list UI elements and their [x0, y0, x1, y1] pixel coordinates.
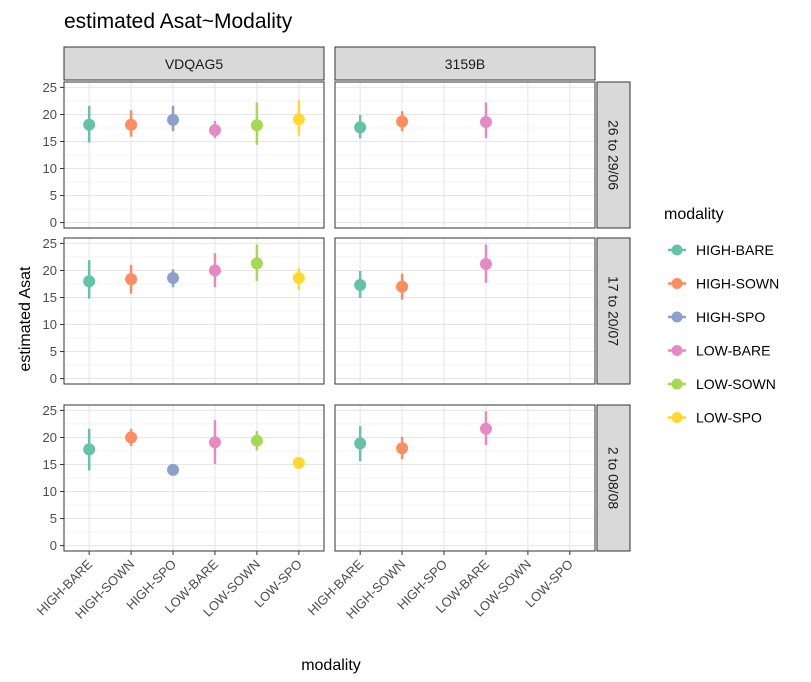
x-axis-title: modality: [301, 657, 361, 674]
data-point: [83, 275, 96, 288]
legend-label: LOW-SOWN: [696, 376, 776, 392]
facet-panel: [334, 81, 596, 229]
data-point: [292, 456, 305, 469]
y-tick-label: 5: [50, 344, 57, 359]
panel-border: [334, 404, 596, 552]
row-strip-label: 17 to 20/07: [606, 276, 622, 346]
facet-panel: 0 5 10 15 20 25: [43, 403, 325, 553]
y-tick-label: 25: [43, 80, 57, 95]
panel-border: [63, 404, 325, 552]
y-tick-label: 0: [50, 538, 57, 553]
legend-key-dot: [671, 345, 683, 356]
row-strip-label: 26 to 29/06: [606, 120, 622, 190]
y-tick-label: 0: [50, 215, 57, 230]
y-tick-label: 10: [43, 484, 57, 499]
data-point: [250, 257, 263, 270]
data-point: [167, 272, 180, 285]
panel-border: [63, 237, 325, 385]
y-tick-label: 0: [50, 371, 57, 386]
data-point: [354, 437, 367, 450]
y-tick-label: 15: [43, 134, 57, 149]
data-point: [479, 422, 492, 435]
legend-label: LOW-BARE: [696, 343, 770, 359]
data-point: [167, 113, 180, 126]
column-strip: [334, 46, 596, 81]
data-point: [354, 279, 367, 292]
data-point: [208, 124, 221, 137]
chart-title: estimated Asat~Modality: [64, 10, 293, 33]
data-point: [125, 118, 138, 131]
data-point: [292, 272, 305, 285]
legend-key-dot: [671, 244, 683, 256]
legend-key-dot: [671, 412, 683, 423]
data-point: [83, 118, 96, 131]
y-tick-label: 15: [43, 457, 57, 472]
data-point: [125, 431, 138, 444]
column-strip-label: VDQAG5: [165, 56, 224, 72]
y-tick-label: 20: [43, 263, 57, 278]
panel-border: [334, 237, 596, 385]
row-strip: [596, 404, 631, 552]
row-strip-label: 2 to 08/08: [606, 447, 622, 509]
legend-label: HIGH-SPO: [696, 309, 765, 325]
y-tick-label: 10: [43, 161, 57, 176]
facet-panel: 0 5 10 15 20 25: [43, 80, 325, 230]
data-point: [396, 442, 409, 455]
data-point: [250, 119, 263, 132]
legend-key-dot: [671, 378, 683, 390]
data-point: [83, 443, 96, 456]
data-point: [354, 121, 367, 134]
data-point: [125, 273, 138, 286]
row-strip: [596, 237, 631, 385]
y-axis-title: estimated Asat: [17, 266, 34, 372]
legend-label: LOW-SPO: [696, 410, 762, 426]
data-point: [167, 463, 180, 476]
data-point: [208, 264, 221, 277]
column-strip: [63, 46, 325, 81]
y-tick-label: 25: [43, 236, 57, 251]
data-point: [250, 434, 263, 447]
data-point: [292, 113, 305, 126]
legend-title: modality: [664, 206, 724, 223]
legend-key-dot: [671, 311, 683, 323]
legend-label: HIGH-BARE: [696, 242, 774, 258]
data-point: [208, 436, 221, 449]
y-tick-label: 15: [43, 290, 57, 305]
legend-label: HIGH-SOWN: [696, 276, 779, 292]
legend-items: HIGH-BARE HIGH-SOWN HIGH-SPO LOW-BARE LOW-SO…: [668, 242, 779, 426]
panel-border: [63, 81, 325, 229]
facet-panel: 0 5 10 15 20 25: [43, 236, 325, 386]
y-tick-label: 10: [43, 317, 57, 332]
column-strip-label: 3159B: [445, 56, 485, 72]
data-point: [479, 257, 492, 270]
row-strip: [596, 81, 631, 229]
data-point: [396, 115, 409, 128]
y-tick-label: 5: [50, 188, 57, 203]
y-tick-label: 20: [43, 107, 57, 122]
y-tick-label: 25: [43, 403, 57, 418]
legend-key-dot: [671, 278, 683, 289]
facet-grid: VDQAG5 3159B 26 to 29/06 17 to 20/07 2 to 08…: [34, 46, 631, 622]
data-point: [479, 116, 492, 129]
panel-border: [334, 81, 596, 229]
facet-panel: [334, 237, 596, 385]
y-tick-label: 20: [43, 430, 57, 445]
data-point: [396, 280, 409, 293]
y-tick-label: 5: [50, 511, 57, 526]
legend: modality HIGH-BARE HIGH-SOWN HIGH-SPO LOW-B…: [664, 206, 779, 426]
facet-panel: [334, 404, 596, 552]
